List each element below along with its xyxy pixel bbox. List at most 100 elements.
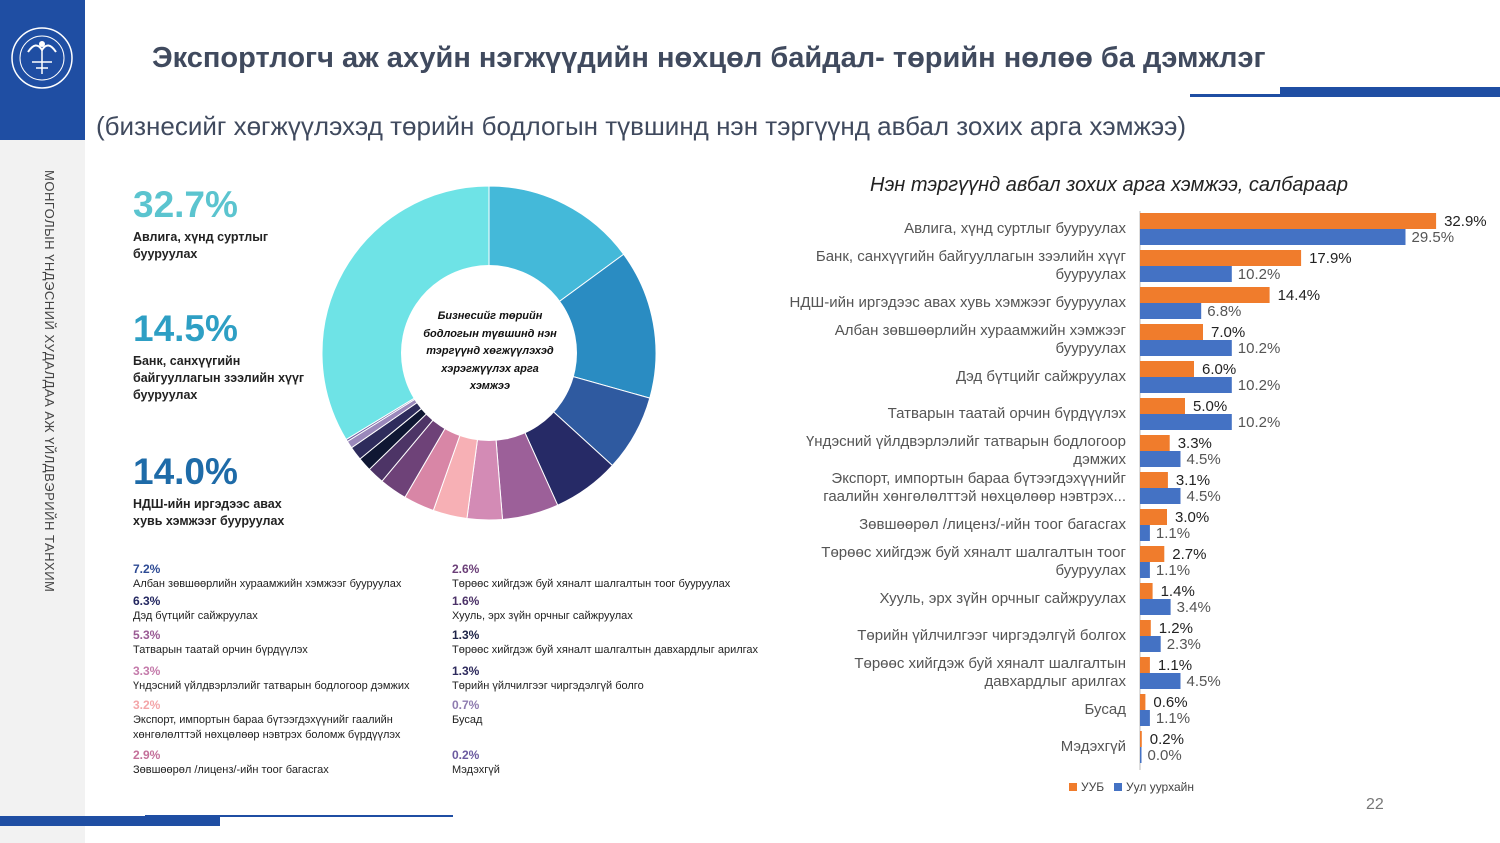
legend-item: 2.9% Зөвшөөрөл /лиценз/-ийн тоог багасгах (133, 748, 443, 778)
bar-data-label: 2.7% (1172, 546, 1206, 563)
bar-data-label: 1.1% (1156, 562, 1190, 579)
bar-mining (1140, 266, 1232, 282)
bar-uub (1140, 472, 1168, 488)
bar-uub (1140, 620, 1151, 636)
bar-mining (1140, 673, 1181, 689)
bar-uub (1140, 398, 1185, 414)
bar-mining (1140, 599, 1171, 615)
bar-chart-title: Нэн тэргүүнд авбал зохих арга хэмжээ, са… (870, 174, 1348, 196)
bar-data-label: 4.5% (1187, 673, 1221, 690)
legend-value: 3.2% (133, 698, 161, 712)
legend-label: Хууль, эрх зүйн орчныг сайжруулах (452, 610, 633, 622)
bar-mining (1140, 303, 1202, 319)
legend-label: Үндэсний үйлдвэрлэлийг татварын бодлогоо… (133, 680, 410, 692)
kpi-3: 14.0% НДШ-ийн иргэдээс авах хувь хэмжээг… (133, 452, 308, 530)
bar-data-label: 6.8% (1207, 303, 1241, 320)
legend-value: 0.7% (452, 698, 480, 712)
bar-mining (1140, 414, 1232, 430)
bar-mining (1140, 488, 1181, 504)
legend-item: 1.6% Хууль, эрх зүйн орчныг сайжруулах (452, 594, 762, 624)
bar-category-label: Экспорт, импортын бараа бүтээгдэхүүнийг … (823, 470, 1126, 505)
bar-mining (1140, 451, 1181, 467)
legend-label: Дэд бүтцийг сайжруулах (133, 610, 258, 622)
bar-chart: 32.9%29.5%17.9%10.2%14.4%6.8%7.0%10.2%6.… (1139, 211, 1487, 770)
bar-data-label: 4.5% (1187, 451, 1221, 468)
kpi-value: 14.0% (133, 451, 238, 492)
kpi-label: Авлига, хүнд суртлыг бууруулах (133, 230, 269, 261)
bar-data-label: 5.0% (1193, 398, 1227, 415)
legend-value: 0.2% (452, 748, 480, 762)
kpi-value: 32.7% (133, 184, 238, 225)
bar-uub (1140, 509, 1167, 525)
legend-value: 5.3% (133, 628, 161, 642)
bar-uub (1140, 250, 1302, 266)
bar-data-label: 6.0% (1202, 361, 1236, 378)
bar-uub (1140, 731, 1142, 747)
bar-data-label: 1.1% (1156, 710, 1190, 727)
bar-data-label: 10.2% (1238, 377, 1281, 394)
bar-mining (1140, 377, 1232, 393)
legend-value: 1.6% (452, 594, 480, 608)
bar-data-label: 10.2% (1238, 414, 1281, 431)
legend-label: Мэдэхгүй (452, 764, 500, 776)
bar-category-label: Мэдэхгүй (1060, 738, 1126, 755)
bar-category-label: Татварын таатай орчин бүрдүүлэх (887, 405, 1126, 422)
bar-category-label: НДШ-ийн иргэдээс авах хувь хэмжээг бууру… (789, 294, 1126, 311)
legend-series-uub: УУБ (1069, 780, 1104, 794)
legend-item: 0.7% Бусад (452, 698, 762, 728)
bar-uub (1140, 324, 1203, 340)
footer-line (145, 815, 453, 817)
bar-uub (1140, 583, 1153, 599)
legend-item: 3.2% Экспорт, импортын бараа бүтээгдэхүүн… (133, 698, 443, 743)
legend-item: 1.3% Төрийн үйлчилгээг чиргэдэлгүй болго (452, 664, 762, 694)
kpi-value: 14.5% (133, 308, 238, 349)
legend-label: Төрөөс хийгдэж буй хяналт шалгалтын давх… (452, 644, 759, 656)
bar-category-label: Дэд бүтцийг сайжруулах (955, 368, 1126, 385)
bar-category-label: Төрөөс хийгдэж буй хяналт шалгалтын давх… (854, 655, 1126, 690)
donut-chart (321, 185, 657, 521)
legend-label: Төрийн үйлчилгээг чиргэдэлгүй болго (452, 680, 644, 692)
legend-value: 3.3% (133, 664, 161, 678)
title-accent-bar (1280, 87, 1500, 96)
bar-uub (1140, 546, 1165, 562)
kpi-2: 14.5% Банк, санхүүгийн байгууллагын зээл… (133, 309, 308, 404)
legend-value: 6.3% (133, 594, 161, 608)
legend-item: 3.3% Үндэсний үйлдвэрлэлийг татварын бодл… (133, 664, 443, 694)
bar-data-label: 1.1% (1158, 657, 1192, 674)
bar-mining (1140, 636, 1161, 652)
bar-data-label: 3.4% (1177, 599, 1211, 616)
legend-value: 1.3% (452, 664, 480, 678)
legend-label: Бусад (452, 714, 483, 726)
legend-item: 2.6% Төрөөс хийгдэж буй хяналт шалгалтын … (452, 562, 762, 592)
legend-value: 7.2% (133, 562, 161, 576)
bar-data-label: 1.4% (1161, 583, 1195, 600)
bar-uub (1140, 361, 1194, 377)
legend-swatch-icon (1114, 783, 1122, 791)
legend-item: 1.3% Төрөөс хийгдэж буй хяналт шалгалтын … (452, 628, 787, 658)
bar-data-label: 4.5% (1187, 488, 1221, 505)
bar-data-label: 2.3% (1167, 636, 1201, 653)
kpi-label: Банк, санхүүгийн байгууллагын зээлийн хү… (133, 354, 305, 402)
organization-name: МОНГОЛЫН ҮНДЭСНИЙ ХУДАЛДАА АЖ ҮЙЛДВЭРИЙН… (42, 170, 57, 593)
sidebar-vertical-text: МОНГОЛЫН ҮНДЭСНИЙ ХУДАЛДАА АЖ ҮЙЛДВЭРИЙН… (0, 0, 85, 843)
bar-mining (1140, 229, 1406, 245)
legend-value: 1.3% (452, 628, 480, 642)
bar-data-label: 3.1% (1176, 472, 1210, 489)
legend-item: 0.2% Мэдэхгүй (452, 748, 762, 778)
donut-center-text: Бизнесийг төрийн бодлогын түвшинд нэн тэ… (423, 310, 557, 392)
bar-mining (1140, 562, 1150, 578)
bar-data-label: 0.2% (1150, 731, 1184, 748)
kpi-1: 32.7% Авлига, хүнд суртлыг бууруулах (133, 185, 308, 263)
legend-swatch-icon (1069, 783, 1077, 791)
legend-item: 5.3% Татварын таатай орчин бүрдүүлэх (133, 628, 443, 658)
bar-data-label: 1.2% (1159, 620, 1193, 637)
bar-category-label: Бусад (1084, 701, 1126, 718)
bar-data-label: 10.2% (1238, 340, 1281, 357)
legend-label: Зөвшөөрөл /лиценз/-ийн тоог багасгах (133, 764, 329, 776)
bar-data-label: 0.0% (1148, 747, 1182, 764)
bar-mining (1140, 710, 1150, 726)
donut-hole (401, 265, 577, 441)
bar-mining (1140, 525, 1150, 541)
bar-uub (1140, 213, 1437, 229)
bar-data-label: 3.0% (1175, 509, 1209, 526)
